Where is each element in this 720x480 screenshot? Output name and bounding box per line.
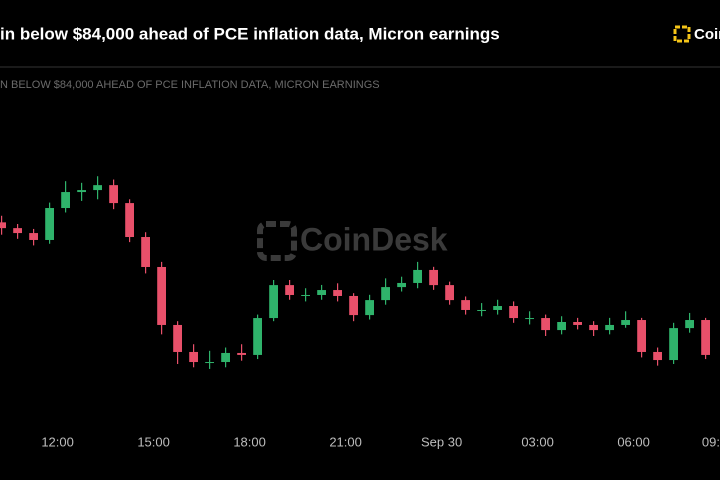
- x-tick-label: Sep 30: [421, 434, 462, 449]
- candle-body: [205, 362, 214, 364]
- candle-body: [461, 300, 470, 310]
- candle-body: [125, 203, 134, 238]
- x-tick-label: 03:00: [521, 434, 554, 449]
- candle-body: [349, 295, 358, 316]
- x-tick-label: 12:00: [41, 434, 74, 449]
- candle-body: [381, 287, 390, 301]
- candle-body: [669, 328, 678, 361]
- candle-body: [141, 237, 150, 267]
- candle-body: [621, 320, 630, 325]
- brand-logo: Coin: [673, 25, 720, 43]
- candle-body: [189, 351, 198, 363]
- candle-body: [157, 266, 166, 325]
- candle-body: [301, 294, 310, 296]
- candle-body: [13, 228, 22, 234]
- candle-body: [253, 318, 262, 355]
- x-tick-label: 09:: [702, 434, 720, 449]
- candle-body: [637, 320, 646, 352]
- candle-body: [653, 351, 662, 361]
- candle-body: [365, 300, 374, 316]
- candle-body: [589, 324, 598, 331]
- candle-body: [173, 324, 182, 352]
- candle-body: [493, 306, 502, 310]
- x-tick-label: 15:00: [137, 434, 170, 449]
- candle-body: [573, 322, 582, 325]
- candle-body: [221, 352, 230, 363]
- candle-body: [701, 320, 710, 355]
- candle-body: [333, 290, 342, 296]
- candle-body: [93, 185, 102, 191]
- candle-body: [605, 324, 614, 331]
- chart-title: in below $84,000 ahead of PCE inflation …: [0, 24, 500, 43]
- candle-body: [29, 233, 38, 240]
- chart-subtitle: N BELOW $84,000 AHEAD OF PCE INFLATION D…: [0, 79, 380, 91]
- candle-body: [445, 285, 454, 301]
- watermark-icon: [257, 221, 297, 261]
- candle-body: [509, 306, 518, 319]
- candle-body: [0, 222, 7, 229]
- candle-body: [285, 285, 294, 295]
- candle-body: [557, 322, 566, 331]
- candle-body: [525, 318, 534, 320]
- candle-body: [477, 309, 486, 311]
- candle-body: [413, 269, 422, 283]
- candle-body: [397, 282, 406, 288]
- candle-body: [429, 269, 438, 286]
- x-tick-label: 06:00: [617, 434, 650, 449]
- x-tick-label: 18:00: [233, 434, 266, 449]
- watermark: CoinDesk: [257, 221, 448, 261]
- candle-body: [77, 190, 86, 193]
- candle-body: [317, 290, 326, 295]
- candle-body: [61, 192, 70, 209]
- x-tick-label: 21:00: [329, 434, 362, 449]
- candle-body: [541, 318, 550, 331]
- candle-body: [237, 352, 246, 355]
- brand-icon: [673, 25, 691, 43]
- brand-name: Coin: [694, 26, 720, 43]
- candle-body: [109, 185, 118, 204]
- watermark-text: CoinDesk: [300, 221, 448, 257]
- candle-body: [45, 208, 54, 240]
- candle-body: [685, 320, 694, 329]
- candle-body: [269, 285, 278, 319]
